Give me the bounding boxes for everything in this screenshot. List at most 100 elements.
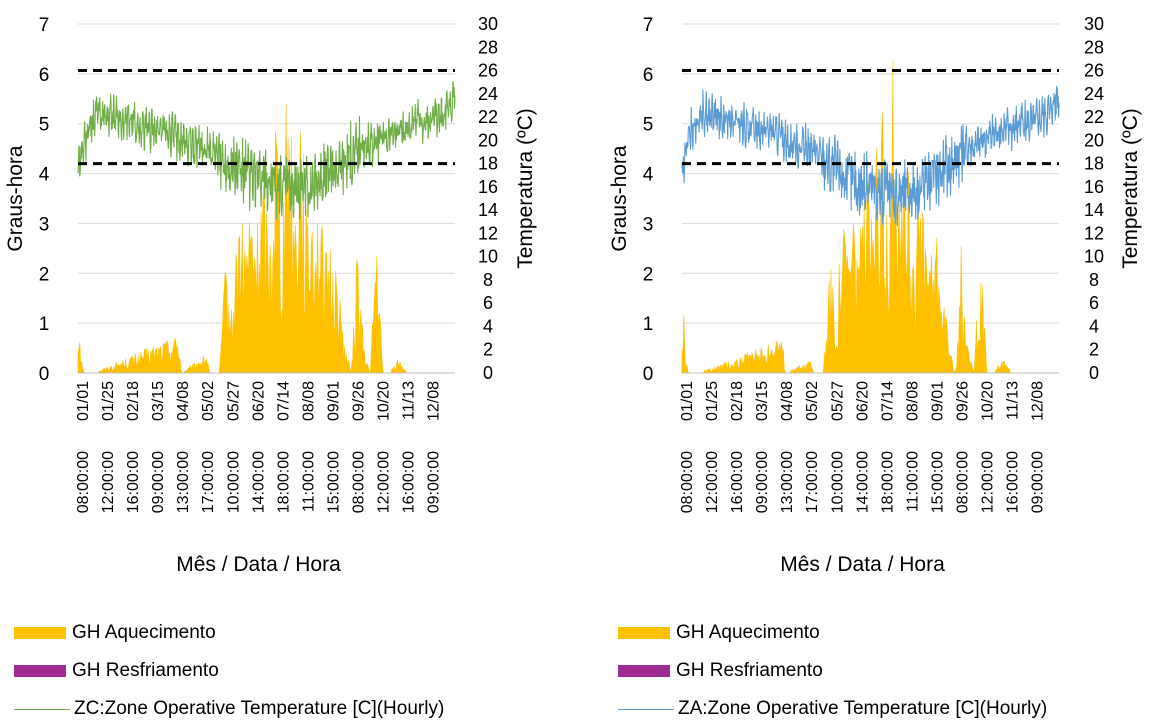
x-tick-text: 01/01 08:00:00 bbox=[679, 381, 696, 513]
x-tick-time: 14:00:00 bbox=[854, 451, 871, 513]
y2-tick-label: 22 bbox=[478, 107, 498, 127]
y2-tick-label: 20 bbox=[1084, 130, 1104, 150]
x-tick-date: 01/01 bbox=[679, 381, 696, 421]
x-tick-time: 08:00:00 bbox=[955, 451, 972, 513]
x-tick-label: 05/27 10:00:00 bbox=[225, 381, 242, 513]
legend-swatch-cooling bbox=[618, 665, 670, 677]
y-tick-label: 4 bbox=[39, 165, 50, 186]
x-tick-time: 18:00:00 bbox=[879, 451, 896, 513]
legend-swatch-cooling bbox=[14, 665, 66, 677]
x-tick-label: 01/25 12:00:00 bbox=[100, 381, 117, 513]
x-tick-text: 12/08 09:00:00 bbox=[1030, 381, 1047, 513]
x-tick-time: 09:00:00 bbox=[1030, 451, 1047, 513]
y2-tick-label: 12 bbox=[1084, 223, 1104, 243]
y2-axis-title: Temperatura (ºC) bbox=[514, 108, 537, 269]
x-tick-label: 06/20 14:00:00 bbox=[250, 381, 267, 513]
y-tick-label: 0 bbox=[39, 364, 50, 385]
x-tick-text: 10/20 12:00:00 bbox=[980, 381, 997, 513]
x-tick-label: 09/01 15:00:00 bbox=[930, 381, 947, 513]
legend-swatch-temperature bbox=[618, 709, 674, 710]
y-tick-label: 7 bbox=[39, 15, 50, 36]
x-tick-date: 09/26 bbox=[351, 381, 368, 421]
x-tick-label: 02/18 16:00:00 bbox=[125, 381, 142, 513]
x-tick-text: 05/27 10:00:00 bbox=[829, 381, 846, 513]
x-tick-time: 08:00:00 bbox=[75, 451, 92, 513]
x-tick-text: 04/08 13:00:00 bbox=[779, 381, 796, 513]
x-tick-label: 10/20 12:00:00 bbox=[376, 381, 393, 513]
x-tick-time: 10:00:00 bbox=[829, 451, 846, 513]
x-tick-text: 06/20 14:00:00 bbox=[250, 381, 267, 513]
y2-tick-label: 30 bbox=[1084, 14, 1104, 34]
x-tick-date: 03/15 bbox=[754, 381, 771, 421]
x-tick-date: 12/08 bbox=[426, 381, 443, 421]
legend-label-cooling: GH Resfriamento bbox=[72, 660, 219, 682]
x-tick-date: 04/08 bbox=[779, 381, 796, 421]
x-tick-text: 01/25 12:00:00 bbox=[100, 381, 117, 513]
x-tick-time: 18:00:00 bbox=[275, 451, 292, 513]
y2-tick-label: 0 bbox=[1089, 363, 1099, 383]
y-tick-label: 3 bbox=[643, 214, 654, 235]
x-tick-date: 02/18 bbox=[729, 381, 746, 421]
legend-swatch-heating bbox=[618, 627, 670, 639]
x-tick-date: 10/20 bbox=[980, 381, 997, 421]
x-tick-time: 09:00:00 bbox=[754, 451, 771, 513]
x-tick-label: 03/15 09:00:00 bbox=[150, 381, 167, 513]
x-tick-date: 05/27 bbox=[829, 381, 846, 421]
y2-tick-label: 20 bbox=[478, 130, 498, 150]
y2-tick-label: 0 bbox=[483, 363, 493, 383]
x-tick-date: 10/20 bbox=[376, 381, 393, 421]
legend-label-cooling: GH Resfriamento bbox=[676, 660, 823, 682]
x-tick-time: 16:00:00 bbox=[729, 451, 746, 513]
x-tick-label: 05/02 17:00:00 bbox=[200, 381, 217, 513]
y2-tick-label: 28 bbox=[478, 37, 498, 57]
y2-tick-label: 18 bbox=[478, 154, 498, 174]
y-tick-label: 5 bbox=[39, 115, 50, 136]
x-tick-text: 12/08 09:00:00 bbox=[426, 381, 443, 513]
x-tick-text: 10/20 12:00:00 bbox=[376, 381, 393, 513]
x-tick-label: 06/20 14:00:00 bbox=[854, 381, 871, 513]
x-tick-text: 06/20 14:00:00 bbox=[854, 381, 871, 513]
y2-tick-label: 16 bbox=[1084, 177, 1104, 197]
x-tick-time: 12:00:00 bbox=[100, 451, 117, 513]
y2-tick-label: 16 bbox=[478, 177, 498, 197]
y2-tick-label: 14 bbox=[478, 200, 498, 220]
x-tick-label: 01/01 08:00:00 bbox=[679, 381, 696, 513]
legend-label-heating: GH Aquecimento bbox=[676, 622, 820, 644]
x-tick-text: 02/18 16:00:00 bbox=[729, 381, 746, 513]
x-tick-text: 03/15 09:00:00 bbox=[150, 381, 167, 513]
x-tick-date: 01/25 bbox=[100, 381, 117, 421]
x-tick-text: 04/08 13:00:00 bbox=[175, 381, 192, 513]
x-tick-text: 03/15 09:00:00 bbox=[754, 381, 771, 513]
x-axis-title: Mês / Data / Hora bbox=[176, 553, 341, 576]
x-tick-label: 12/08 09:00:00 bbox=[1030, 381, 1047, 513]
y-tick-label: 1 bbox=[39, 314, 50, 335]
x-tick-time: 14:00:00 bbox=[250, 451, 267, 513]
y2-tick-label: 8 bbox=[1089, 270, 1099, 290]
x-tick-label: 08/08 11:00:00 bbox=[300, 381, 317, 512]
y2-tick-label: 12 bbox=[478, 223, 498, 243]
y2-tick-label: 26 bbox=[1084, 61, 1104, 81]
x-tick-time: 12:00:00 bbox=[704, 451, 721, 513]
x-tick-text: 08/0811:00:00 bbox=[300, 381, 317, 512]
legend-swatch-heating bbox=[14, 627, 66, 639]
x-tick-time: 15:00:00 bbox=[326, 451, 343, 513]
legend-swatch-temperature bbox=[14, 709, 70, 710]
y2-tick-label: 30 bbox=[478, 14, 498, 34]
x-tick-date: 06/20 bbox=[250, 381, 267, 421]
x-tick-date: 09/01 bbox=[326, 381, 343, 421]
x-tick-label: 12/08 09:00:00 bbox=[426, 381, 443, 513]
x-tick-label: 02/18 16:00:00 bbox=[729, 381, 746, 513]
x-tick-text: 05/02 17:00:00 bbox=[200, 381, 217, 513]
y2-tick-label: 6 bbox=[1089, 293, 1099, 313]
x-tick-label: 09/2608:00:00 bbox=[351, 381, 368, 513]
x-tick-label: 05/27 10:00:00 bbox=[829, 381, 846, 513]
x-tick-date: 05/02 bbox=[200, 381, 217, 421]
x-tick-date: 01/25 bbox=[704, 381, 721, 421]
x-tick-label: 01/01 08:00:00 bbox=[75, 381, 92, 513]
y-tick-label: 2 bbox=[643, 264, 654, 285]
x-tick-label: 07/1418:00:00 bbox=[275, 381, 292, 513]
y2-tick-label: 6 bbox=[483, 293, 493, 313]
x-tick-time: 13:00:00 bbox=[175, 451, 192, 513]
y-tick-label: 7 bbox=[643, 15, 654, 36]
x-tick-label: 05/02 17:00:00 bbox=[804, 381, 821, 513]
